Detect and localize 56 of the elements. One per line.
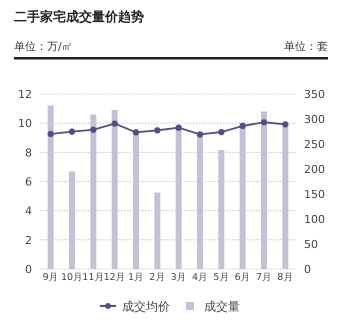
x-tick-label: 12月	[104, 272, 126, 283]
y-tick-label: 0	[25, 263, 32, 276]
bar	[261, 112, 267, 269]
bar	[154, 192, 160, 269]
point	[90, 126, 97, 133]
point	[154, 127, 161, 134]
y-tick-label: 10	[18, 117, 32, 130]
y-axis-title: 单位：万/㎡	[14, 40, 73, 53]
y2-tick-label: 350	[304, 88, 325, 101]
bar	[112, 110, 118, 269]
x-tick-label: 9月	[42, 272, 59, 283]
point	[68, 128, 76, 135]
x-tick-label: 10月	[60, 272, 84, 283]
bar	[282, 124, 288, 269]
y-tick-label: 8	[25, 146, 32, 160]
bar	[69, 172, 75, 269]
bar	[48, 106, 54, 269]
y-tick-label: 4	[25, 204, 32, 218]
x-tick-label: 11月	[82, 272, 104, 283]
point	[239, 122, 246, 130]
y2-tick-label: 50	[304, 238, 318, 251]
point	[196, 131, 204, 138]
y2-tick-label: 300	[304, 113, 325, 126]
x-tick-label: 4月	[192, 272, 208, 283]
x-tick-label: 1月	[128, 272, 144, 283]
bar	[90, 114, 96, 269]
x-tick-label: 2月	[149, 272, 166, 283]
bar	[197, 134, 203, 269]
x-tick-label: 3月	[170, 272, 187, 283]
point	[111, 120, 118, 127]
legend-label: 成交均价	[122, 300, 170, 314]
x-tick-label: 6月	[234, 272, 251, 283]
y2-tick-label: 100	[304, 213, 325, 226]
x-tick-label: 7月	[256, 272, 272, 283]
y-tick-label: 12	[18, 88, 32, 101]
y2-tick-label: 150	[304, 188, 325, 201]
x-tick-label: 8月	[277, 272, 294, 283]
point	[260, 119, 268, 126]
x-tick-label: 5月	[213, 272, 230, 283]
bar	[218, 150, 224, 269]
bar	[133, 132, 139, 269]
chart-title: 二手家宅成交量价趋势	[14, 9, 144, 25]
point	[175, 124, 182, 131]
y2-tick-label: 250	[304, 138, 325, 151]
point	[282, 121, 289, 128]
point	[218, 128, 225, 136]
y2-axis-title: 单位：套	[284, 40, 328, 53]
y-tick-label: 6	[25, 176, 32, 188]
y2-tick-label: 200	[304, 163, 325, 176]
legend-label: 成交量	[204, 300, 240, 314]
point	[47, 130, 54, 138]
y2-tick-label: 0	[304, 263, 311, 276]
bar	[240, 122, 246, 269]
y-tick-label: 2	[25, 234, 32, 247]
point	[132, 129, 140, 136]
bar	[176, 126, 182, 269]
